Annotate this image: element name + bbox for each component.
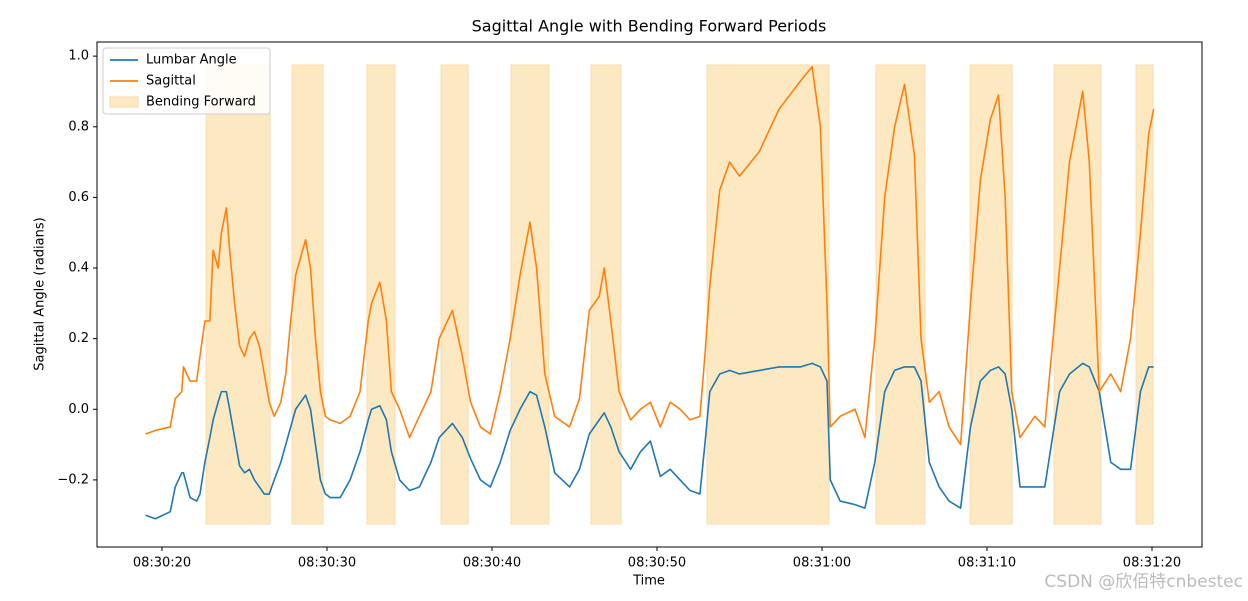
legend-swatch: [109, 96, 139, 108]
legend-label: Bending Forward: [146, 95, 256, 110]
legend-box: [102, 47, 271, 115]
span: [291, 64, 324, 525]
y-tick-label: −0.2: [57, 472, 89, 487]
watermark: CSDN @欣佰特cnbestec: [1044, 572, 1243, 592]
span: [875, 64, 926, 525]
chart-title: Sagittal Angle with Bending Forward Peri…: [472, 17, 827, 36]
x-tick-label: 08:30:30: [298, 556, 356, 571]
span: [1135, 64, 1154, 525]
span: [706, 64, 830, 525]
plot-frame: [96, 41, 1203, 548]
y-tick-label: 0.4: [68, 261, 89, 276]
y-tick-label: 0.6: [68, 190, 89, 205]
span: [440, 64, 469, 525]
y-axis-label: Sagittal Angle (radians): [33, 217, 48, 370]
legend-label: Sagittal: [146, 74, 196, 89]
series-line: [145, 362, 1154, 520]
y-tick-label: 1.0: [68, 49, 89, 64]
x-tick-label: 08:30:50: [628, 556, 686, 571]
x-tick-label: 08:30:20: [133, 556, 191, 571]
series-line: [145, 65, 1155, 446]
y-tick-label: 0.8: [68, 119, 89, 134]
span: [590, 64, 622, 525]
span: [366, 64, 396, 525]
legend-label: Lumbar Angle: [146, 53, 237, 68]
span: [1053, 64, 1102, 525]
x-tick-label: 08:30:40: [463, 556, 521, 571]
span: [205, 64, 271, 525]
x-axis-label: Time: [632, 574, 665, 589]
x-tick-label: 08:31:10: [958, 556, 1016, 571]
y-tick-label: 0.0: [68, 402, 89, 417]
x-tick-label: 08:31:00: [793, 556, 851, 571]
x-tick-label: 08:31:20: [1123, 556, 1181, 571]
y-tick-label: 0.2: [68, 331, 89, 346]
span: [969, 64, 1013, 525]
